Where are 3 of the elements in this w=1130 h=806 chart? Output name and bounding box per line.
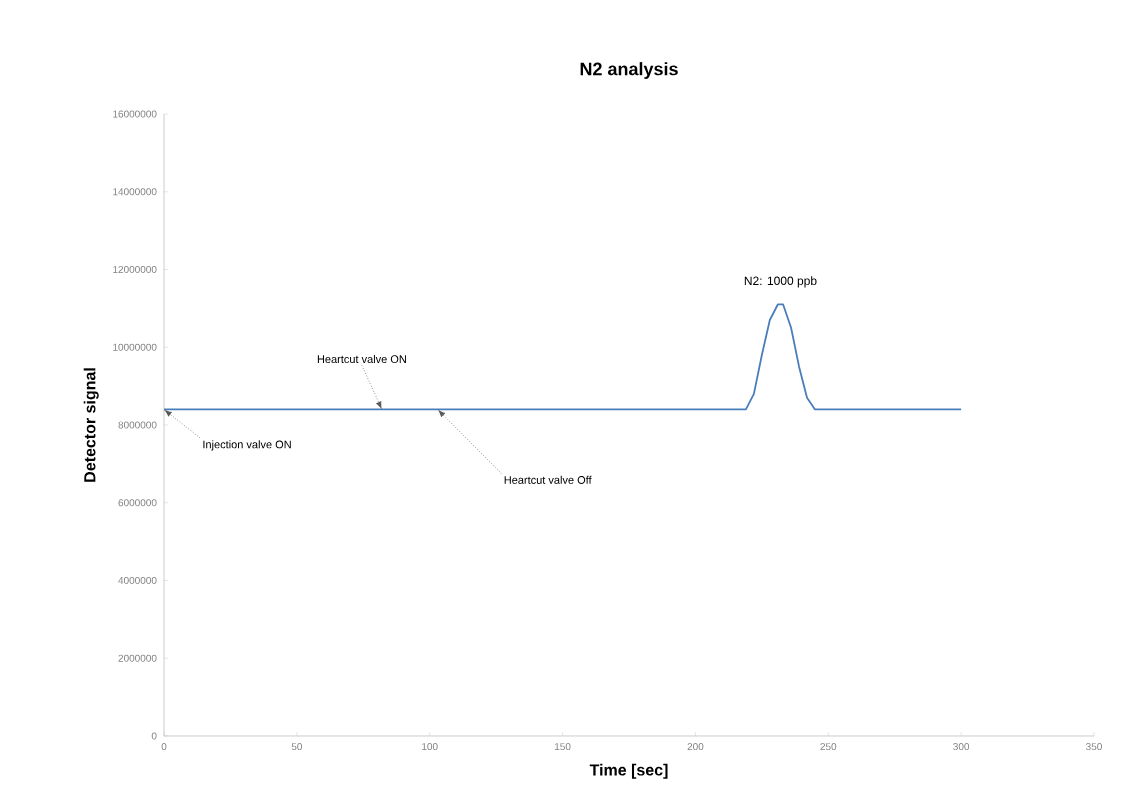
chart-title: N2 analysis — [580, 62, 678, 79]
x-axis-title: Time [sec] — [589, 763, 668, 779]
y-axis-title: Detector signal — [83, 368, 99, 482]
